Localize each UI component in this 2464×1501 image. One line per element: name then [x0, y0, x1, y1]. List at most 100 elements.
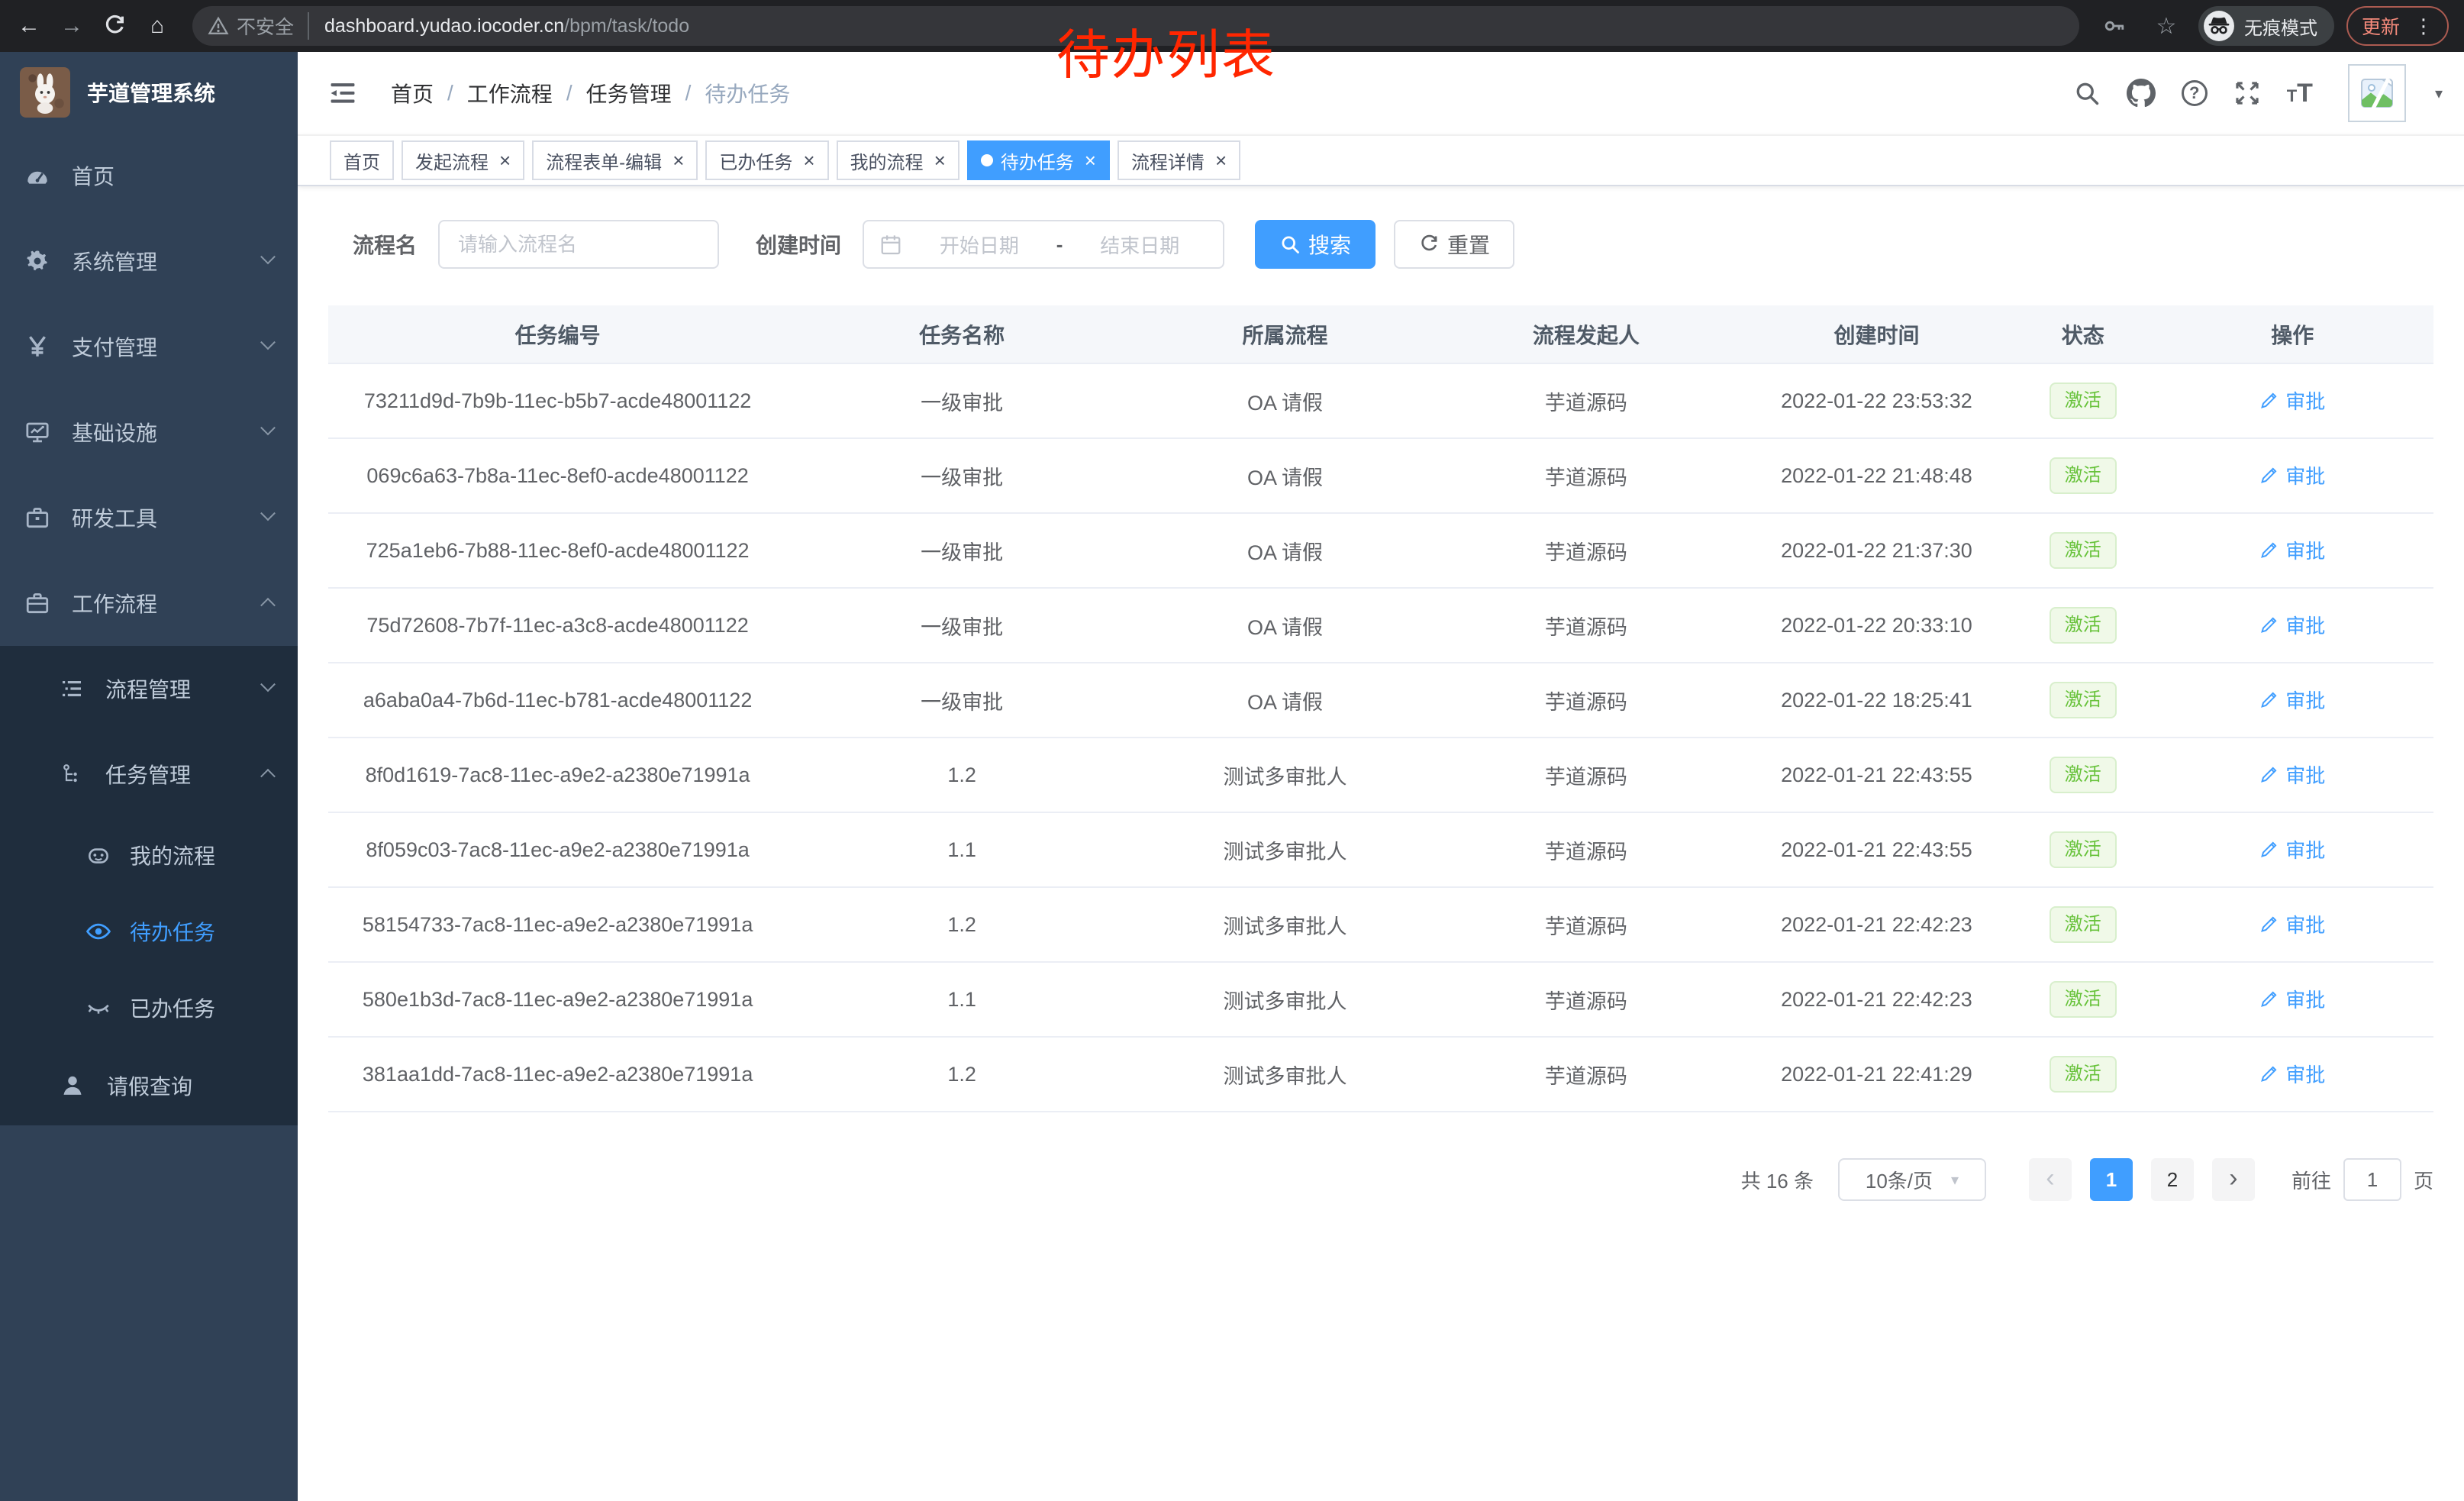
cell-task-id: 725a1eb6-7b88-11ec-8ef0-acde48001122: [328, 513, 788, 589]
help-icon[interactable]: ?: [2181, 80, 2208, 106]
avatar-caret-icon[interactable]: ▾: [2434, 85, 2443, 102]
sidebar-item-label: 任务管理: [105, 763, 192, 787]
cell-process: OA 请假: [1137, 663, 1434, 738]
status-badge: 激活: [2049, 757, 2117, 793]
address-bar[interactable]: 不安全 dashboard.yudao.iocoder.cn/bpm/task/…: [192, 6, 2079, 46]
approve-link[interactable]: 审批: [2259, 1060, 2325, 1088]
sidebar-item-system[interactable]: 系统管理: [0, 218, 298, 304]
approve-link[interactable]: 审批: [2259, 611, 2325, 639]
table-row: 73211d9d-7b9b-11ec-b5b7-acde48001122 一级审…: [328, 363, 2433, 439]
github-icon[interactable]: [2126, 79, 2156, 108]
cell-starter: 芋道源码: [1433, 812, 1739, 888]
browser-home-icon[interactable]: ⌂: [150, 13, 165, 38]
search-button[interactable]: 搜索: [1255, 220, 1376, 269]
process-name-input[interactable]: [438, 220, 720, 269]
page-button-1[interactable]: 1: [2089, 1158, 2133, 1201]
tab-done-tasks[interactable]: 已办任务 ×: [705, 140, 829, 180]
yen-icon: [29, 336, 46, 357]
sidebar-item-task-mgmt[interactable]: 任务管理: [0, 731, 298, 817]
tab-start-process[interactable]: 发起流程 ×: [402, 140, 525, 180]
page-button-2[interactable]: 2: [2150, 1158, 2194, 1201]
cell-process: OA 请假: [1137, 513, 1434, 589]
col-task-id: 任务编号: [328, 305, 788, 364]
close-icon[interactable]: ×: [803, 149, 815, 172]
calendar-icon: [881, 235, 901, 255]
bookmark-star-icon[interactable]: ☆: [2156, 13, 2177, 39]
sidebar-item-leave-query[interactable]: 请假查询: [0, 1046, 298, 1125]
cell-create-time: 2022-01-22 18:25:41: [1738, 663, 2015, 738]
breadcrumb-home[interactable]: 首页: [391, 82, 434, 106]
fullscreen-icon[interactable]: [2233, 79, 2261, 107]
sidebar-item-devtools[interactable]: 研发工具: [0, 475, 298, 560]
avatar[interactable]: [2347, 64, 2406, 122]
goto-page-input[interactable]: [2343, 1158, 2401, 1201]
close-icon[interactable]: ×: [1084, 149, 1096, 172]
reset-button[interactable]: 重置: [1394, 220, 1515, 269]
close-icon[interactable]: ×: [1214, 149, 1227, 172]
approve-link[interactable]: 审批: [2259, 686, 2325, 714]
sidebar-item-todo-tasks[interactable]: 待办任务: [0, 893, 298, 970]
process-name-label: 流程名: [353, 234, 418, 257]
browser-update-button[interactable]: 更新 ⋮: [2346, 6, 2449, 46]
approve-link[interactable]: 审批: [2259, 835, 2325, 863]
sidebar-collapse-toggle[interactable]: [328, 79, 357, 108]
user-icon: [63, 1076, 82, 1095]
main: 首页 / 工作流程 / 任务管理 / 待办任务 ? TT: [298, 52, 2464, 1501]
font-size-icon[interactable]: TT: [2286, 78, 2313, 108]
tab-label: 首页: [343, 152, 380, 173]
sidebar-item-process-mgmt[interactable]: 流程管理: [0, 646, 298, 731]
sidebar-item-home[interactable]: 首页: [0, 133, 298, 218]
approve-link[interactable]: 审批: [2259, 386, 2325, 415]
next-page-button[interactable]: ›: [2211, 1158, 2255, 1201]
prev-page-button[interactable]: ‹: [2028, 1158, 2072, 1201]
browser-reload-icon[interactable]: [95, 6, 134, 46]
browser-menu-icon[interactable]: ⋮: [2414, 14, 2433, 37]
approve-link[interactable]: 审批: [2259, 985, 2325, 1013]
edit-pencil-icon: [2261, 1066, 2277, 1083]
approve-link[interactable]: 审批: [2259, 461, 2325, 489]
breadcrumb-task-mgmt[interactable]: 任务管理: [585, 82, 672, 106]
breadcrumb-workflow[interactable]: 工作流程: [466, 82, 553, 106]
status-badge: 激活: [2049, 457, 2117, 494]
close-icon[interactable]: ×: [672, 149, 685, 172]
browser-back-icon[interactable]: ←: [18, 13, 40, 38]
tab-form-edit[interactable]: 流程表单-编辑 ×: [532, 140, 698, 180]
tab-process-detail[interactable]: 流程详情 ×: [1117, 140, 1241, 180]
security-warning[interactable]: 不安全: [208, 12, 310, 40]
sidebar-item-done-tasks[interactable]: 已办任务: [0, 970, 298, 1046]
cell-task-name: 1.1: [787, 962, 1137, 1038]
cell-process: 测试多审批人: [1137, 738, 1434, 813]
sidebar-item-infra[interactable]: 基础设施: [0, 389, 298, 475]
start-date-placeholder[interactable]: 开始日期: [939, 234, 1019, 257]
incognito-label: 无痕模式: [2243, 18, 2317, 39]
edit-pencil-icon: [2261, 692, 2277, 709]
key-icon[interactable]: [2095, 6, 2134, 46]
close-icon[interactable]: ×: [934, 149, 946, 172]
breadcrumb-separator: /: [685, 81, 692, 105]
close-icon[interactable]: ×: [499, 149, 511, 172]
sidebar-item-workflow[interactable]: 工作流程: [0, 560, 298, 646]
cell-create-time: 2022-01-22 20:33:10: [1738, 588, 2015, 663]
tab-home[interactable]: 首页: [330, 140, 394, 180]
tab-todo-tasks[interactable]: 待办任务 ×: [966, 140, 1110, 180]
tab-label: 流程详情: [1130, 152, 1205, 173]
key-icon: [2104, 21, 2124, 31]
status-badge: 激活: [2049, 607, 2117, 644]
approve-link[interactable]: 审批: [2259, 760, 2325, 789]
approve-link[interactable]: 审批: [2259, 536, 2325, 564]
col-status: 状态: [2014, 305, 2152, 364]
approve-link[interactable]: 审批: [2259, 910, 2325, 938]
approve-label: 审批: [2285, 464, 2326, 488]
date-range-picker[interactable]: 开始日期 - 结束日期: [863, 220, 1225, 269]
chevron-down-icon: [260, 420, 276, 436]
sidebar-item-my-process[interactable]: 我的流程: [0, 817, 298, 893]
cell-create-time: 2022-01-21 22:42:23: [1738, 962, 2015, 1038]
end-date-placeholder[interactable]: 结束日期: [1100, 234, 1180, 257]
browser-forward-icon[interactable]: →: [60, 13, 83, 38]
page-size-select[interactable]: 10条/页 ▾: [1837, 1158, 1986, 1201]
tab-my-process[interactable]: 我的流程 ×: [836, 140, 959, 180]
table-body: 73211d9d-7b9b-11ec-b5b7-acde48001122 一级审…: [328, 363, 2433, 1112]
sidebar-item-payment[interactable]: 支付管理: [0, 304, 298, 389]
status-badge: 激活: [2049, 831, 2117, 868]
search-icon[interactable]: [2073, 79, 2101, 107]
